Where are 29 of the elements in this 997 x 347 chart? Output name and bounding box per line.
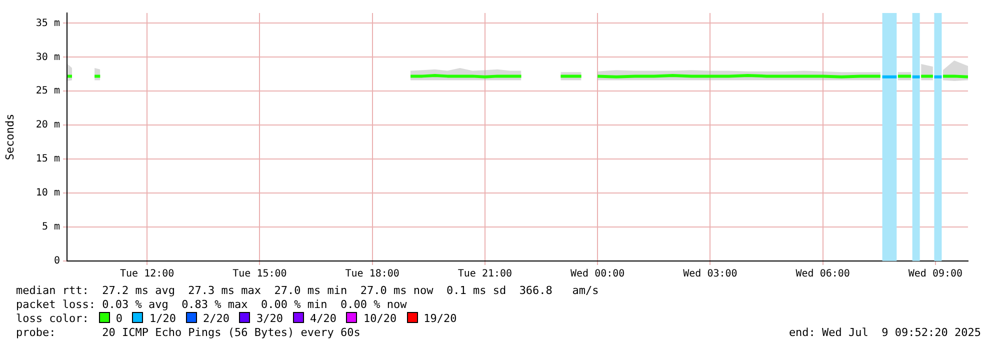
legend-label: 19/20 <box>424 312 457 325</box>
x-tick-label: Wed 03:00 <box>683 268 738 280</box>
y-tick-label: 35 m <box>36 18 60 29</box>
x-tick-label: Wed 09:00 <box>908 268 963 280</box>
y-tick-label: 10 m <box>36 188 60 199</box>
x-tick-label: Tue 12:00 <box>120 268 174 280</box>
x-tick-label: Tue 15:00 <box>232 268 287 280</box>
legend-label: 1/20 <box>149 312 176 325</box>
text: median rtt: 27.2 ms avg 27.3 ms max 27.0 ms min 27.0 ms now 0.1 ms sd 366.8 am/s <box>16 284 600 298</box>
legend-label: 10/20 <box>363 312 397 325</box>
y-tick-label: 0 <box>54 256 60 267</box>
text: packet loss: 0.03 % avg 0.83 % max 0.00 % min 0.00 % now <box>16 298 408 312</box>
legend-label: 0 <box>116 312 122 325</box>
x-tick-label: Tue 21:00 <box>458 268 512 280</box>
y-tick-label: 5 m <box>42 222 60 233</box>
y-axis-title: Seconds <box>3 114 16 160</box>
y-tick-label: 20 m <box>36 120 60 131</box>
legend-label: 2/20 <box>202 312 230 325</box>
x-tick-label: Tue 18:00 <box>345 268 400 280</box>
x-tick-label: Wed 06:00 <box>796 268 850 280</box>
legend-title: loss color: <box>16 312 89 325</box>
legend-label: 3/20 <box>256 312 283 325</box>
text: probe: 20 ICMP Echo Pings (56 Bytes) every 60s <box>16 326 360 339</box>
y-tick-label: 15 m <box>36 154 60 165</box>
text: end: Wed Jul 9 09:52:20 2025 <box>788 326 981 340</box>
legend-label: 4/20 <box>310 312 336 325</box>
y-tick-label: 30 m <box>36 52 60 63</box>
y-tick-label: 25 m <box>36 86 60 97</box>
x-tick-label: Wed 00:00 <box>570 268 625 280</box>
